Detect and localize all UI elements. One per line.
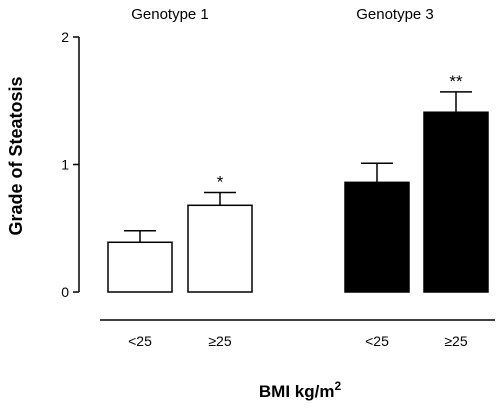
category-label: <25 xyxy=(128,333,152,349)
x-axis-label: BMI kg/m2 xyxy=(259,379,342,401)
y-tick-label: 0 xyxy=(61,284,69,300)
significance-marker: * xyxy=(217,173,224,192)
y-ticks: 0 1 2 xyxy=(61,29,79,300)
x-axis-label-superscript: 2 xyxy=(334,379,341,393)
bar xyxy=(344,181,410,293)
category-labels: <25 ≥25 <25 ≥25 xyxy=(128,333,468,349)
group-label-genotype-1: Genotype 1 xyxy=(131,6,209,23)
category-label: ≥25 xyxy=(208,333,231,349)
group-label-genotype-3: Genotype 3 xyxy=(356,6,434,23)
y-tick-label: 1 xyxy=(61,157,69,173)
bars: *** xyxy=(107,72,489,293)
category-label: <25 xyxy=(365,333,389,349)
x-axis-label-text: BMI kg/m xyxy=(259,382,335,401)
bar xyxy=(187,204,253,293)
significance-marker: ** xyxy=(449,72,463,91)
category-label: ≥25 xyxy=(444,333,467,349)
y-axis-label: Grade of Steatosis xyxy=(6,76,26,235)
bar xyxy=(423,111,489,293)
y-tick-label: 2 xyxy=(61,29,69,45)
bar xyxy=(107,241,173,293)
